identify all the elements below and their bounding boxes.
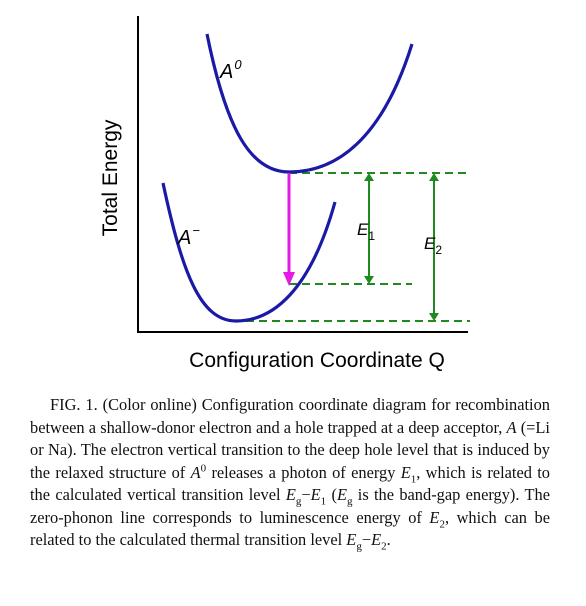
- curve-label-a-minus: A−: [177, 223, 200, 249]
- label-e2: E2: [424, 234, 442, 257]
- configuration-coordinate-diagram: Total Energy Configuration Coordinate Q: [99, 16, 470, 372]
- upper-curve-a0: [207, 34, 289, 182]
- axes: [137, 16, 468, 333]
- figure-label: FIG. 1.: [50, 395, 98, 414]
- upper-curve-a0-line: [205, 33, 414, 174]
- e2-arrow: [429, 173, 439, 321]
- lower-curve-a-minus: [161, 182, 337, 323]
- label-e1: E1: [357, 220, 375, 243]
- curve-label-a0: A0: [219, 57, 242, 83]
- figure-caption: FIG. 1. (Color online) Configuration coo…: [30, 395, 551, 553]
- e1-arrow: [364, 173, 374, 284]
- y-axis-title: Total Energy: [99, 119, 122, 236]
- x-axis-title: Configuration Coordinate Q: [189, 349, 445, 372]
- energy-level-lines: [233, 172, 470, 322]
- vertical-transition-arrow: [283, 173, 295, 286]
